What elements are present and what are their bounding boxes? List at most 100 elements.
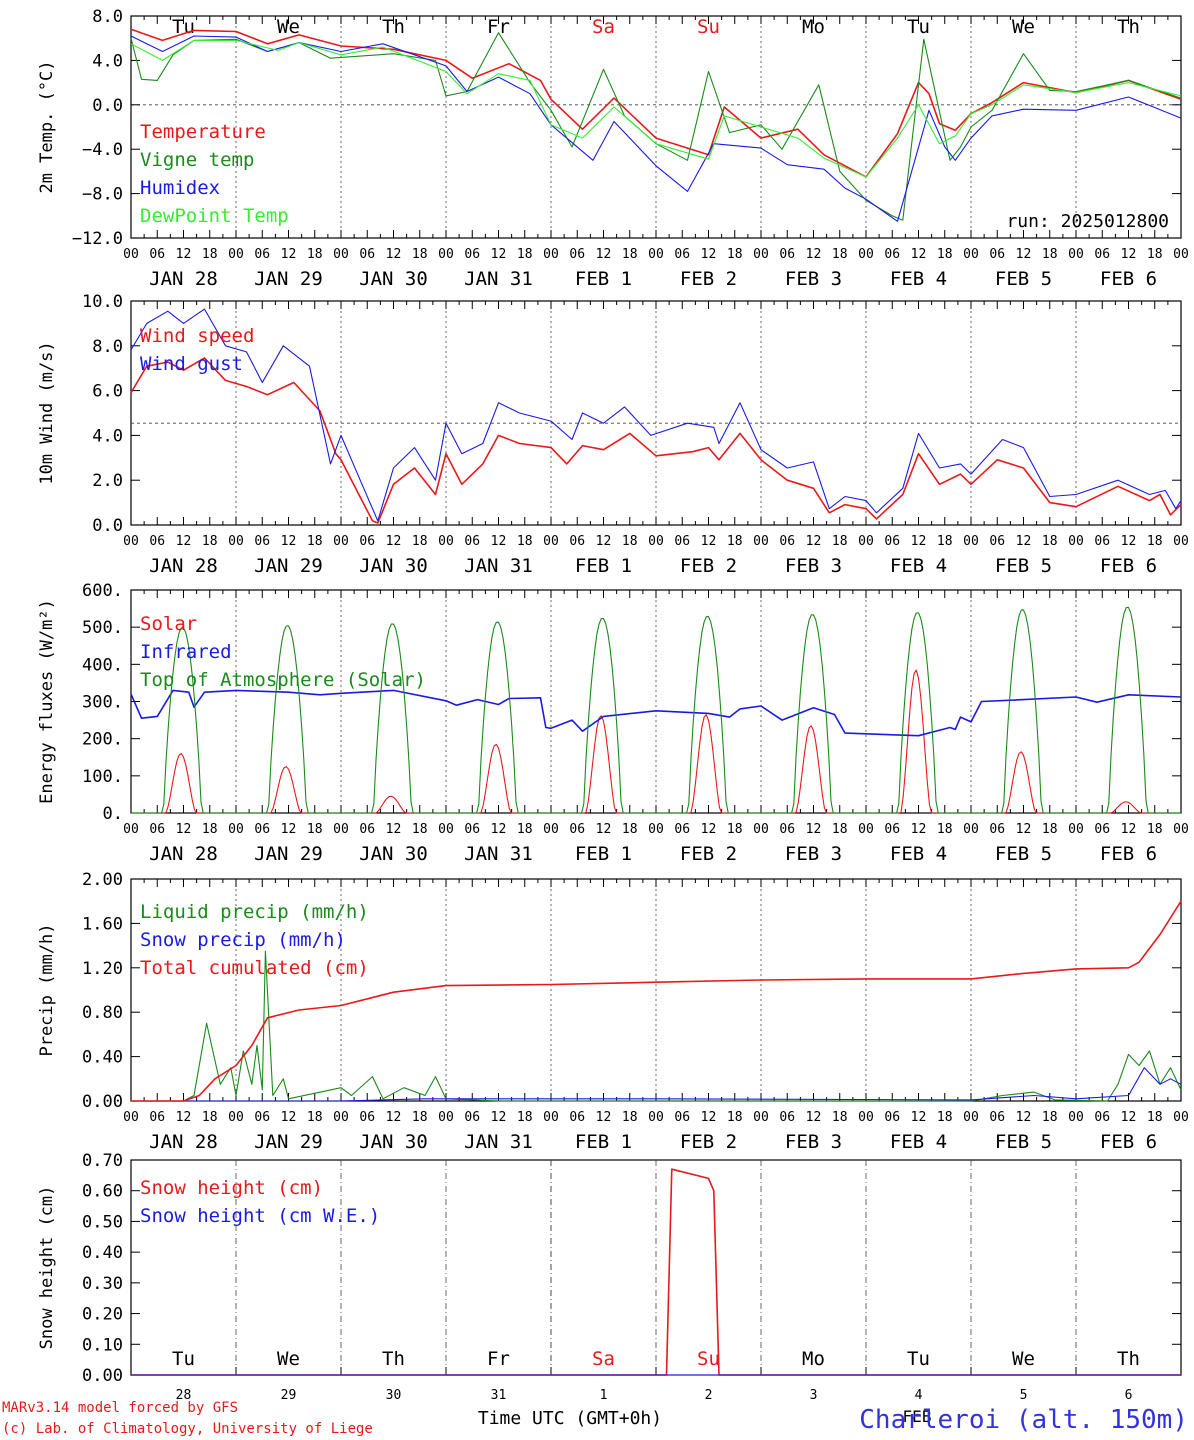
hour-label: 00 <box>333 247 349 262</box>
legend-entry: Humidex <box>140 177 220 199</box>
date-label: FEB 5 <box>995 1131 1052 1153</box>
hour-label: 06 <box>779 247 795 262</box>
hour-label: 18 <box>517 247 533 262</box>
legend-entry: Wind speed <box>140 325 254 347</box>
date-label: FEB 6 <box>1100 268 1157 290</box>
series-line <box>131 950 1182 1102</box>
hour-label: 00 <box>1173 1110 1189 1125</box>
hour-label: 06 <box>359 822 375 837</box>
hour-label: 12 <box>701 247 717 262</box>
date-label: FEB 1 <box>575 843 632 865</box>
hour-label: 12 <box>911 534 927 549</box>
hour-label: 06 <box>254 534 270 549</box>
hour-label: 18 <box>727 822 743 837</box>
date-label: JAN 29 <box>254 555 323 577</box>
day-of-month-label: 2 <box>705 1388 713 1403</box>
hour-label: 06 <box>359 1110 375 1125</box>
y-axis-label: Snow height (cm) <box>37 1186 57 1350</box>
hour-label: 06 <box>884 822 900 837</box>
day-of-month-label: 31 <box>491 1388 507 1403</box>
hour-label: 00 <box>228 247 244 262</box>
series-line <box>131 1067 1182 1102</box>
legend-entry: Snow height (cm W.E.) <box>140 1205 380 1227</box>
hour-label: 00 <box>963 822 979 837</box>
date-label: FEB 2 <box>680 843 737 865</box>
hour-label: 18 <box>202 822 218 837</box>
legend-entry: Total cumulated (cm) <box>140 957 369 979</box>
hour-label: 06 <box>464 247 480 262</box>
hour-label: 12 <box>596 247 612 262</box>
y-axis-label: 2m Temp. (°C) <box>37 60 57 193</box>
hour-label: 18 <box>307 534 323 549</box>
y-tick-label: 6.0 <box>92 382 123 402</box>
y-tick-label: 500. <box>82 618 123 638</box>
date-label: FEB 2 <box>680 555 737 577</box>
hour-label: 00 <box>858 247 874 262</box>
legend-entry: Infrared <box>140 641 232 663</box>
hour-label: 00 <box>963 1110 979 1125</box>
date-label: FEB 1 <box>575 1131 632 1153</box>
date-label: JAN 30 <box>359 1131 428 1153</box>
date-label: FEB 2 <box>680 1131 737 1153</box>
hour-label: 18 <box>517 534 533 549</box>
y-tick-label: 300. <box>82 693 123 713</box>
y-tick-label: 0.30 <box>82 1274 123 1294</box>
date-label: JAN 28 <box>149 555 218 577</box>
date-label: JAN 30 <box>359 268 428 290</box>
hour-label: 00 <box>228 822 244 837</box>
date-label: JAN 28 <box>149 1131 218 1153</box>
weekday-label: We <box>277 16 300 38</box>
hour-label: 00 <box>963 534 979 549</box>
hour-label: 06 <box>254 1110 270 1125</box>
hour-label: 12 <box>1016 822 1032 837</box>
day-of-month-label: 4 <box>915 1388 923 1403</box>
date-label: FEB 4 <box>890 555 947 577</box>
hour-label: 18 <box>1042 247 1058 262</box>
hour-label: 12 <box>491 534 507 549</box>
hour-label: 18 <box>1147 822 1163 837</box>
y-tick-label: 8.0 <box>92 337 123 357</box>
hour-label: 06 <box>884 1110 900 1125</box>
date-label: FEB 3 <box>785 268 842 290</box>
hour-label: 00 <box>543 822 559 837</box>
day-of-month-label: 3 <box>810 1388 818 1403</box>
y-tick-label: −8.0 <box>82 185 123 205</box>
hour-label: 00 <box>753 1110 769 1125</box>
hour-label: 00 <box>438 534 454 549</box>
hour-label: 06 <box>779 1110 795 1125</box>
hour-label: 18 <box>937 247 953 262</box>
y-tick-label: 0.50 <box>82 1212 123 1232</box>
weekday-label: Sa <box>592 1348 615 1370</box>
hour-label: 12 <box>176 247 192 262</box>
hour-label: 06 <box>884 534 900 549</box>
weekday-label: Fr <box>487 1348 510 1370</box>
day-of-month-label: 1 <box>600 1388 608 1403</box>
hour-label: 12 <box>281 822 297 837</box>
hour-label: 12 <box>386 822 402 837</box>
date-label: JAN 28 <box>149 843 218 865</box>
hour-label: 06 <box>569 1110 585 1125</box>
hour-label: 06 <box>989 1110 1005 1125</box>
y-tick-label: 100. <box>82 767 123 787</box>
weekday-label: Th <box>1117 1348 1140 1370</box>
hour-label: 00 <box>963 247 979 262</box>
hour-label: 18 <box>307 247 323 262</box>
hour-label: 00 <box>123 534 139 549</box>
y-tick-label: 600. <box>82 581 123 601</box>
hour-label: 12 <box>281 1110 297 1125</box>
date-label: FEB 6 <box>1100 843 1157 865</box>
hour-label: 12 <box>281 247 297 262</box>
hour-label: 00 <box>648 534 664 549</box>
hour-label: 18 <box>937 1110 953 1125</box>
hour-label: 06 <box>254 247 270 262</box>
hour-label: 06 <box>1094 247 1110 262</box>
hour-label: 06 <box>1094 1110 1110 1125</box>
date-label: FEB 3 <box>785 1131 842 1153</box>
y-tick-label: 4.0 <box>92 51 123 71</box>
hour-label: 12 <box>596 534 612 549</box>
day-of-month-label: 30 <box>386 1388 402 1403</box>
hour-label: 06 <box>359 247 375 262</box>
hour-label: 00 <box>753 534 769 549</box>
series-line <box>131 606 1181 814</box>
weekday-label: Tu <box>907 16 930 38</box>
